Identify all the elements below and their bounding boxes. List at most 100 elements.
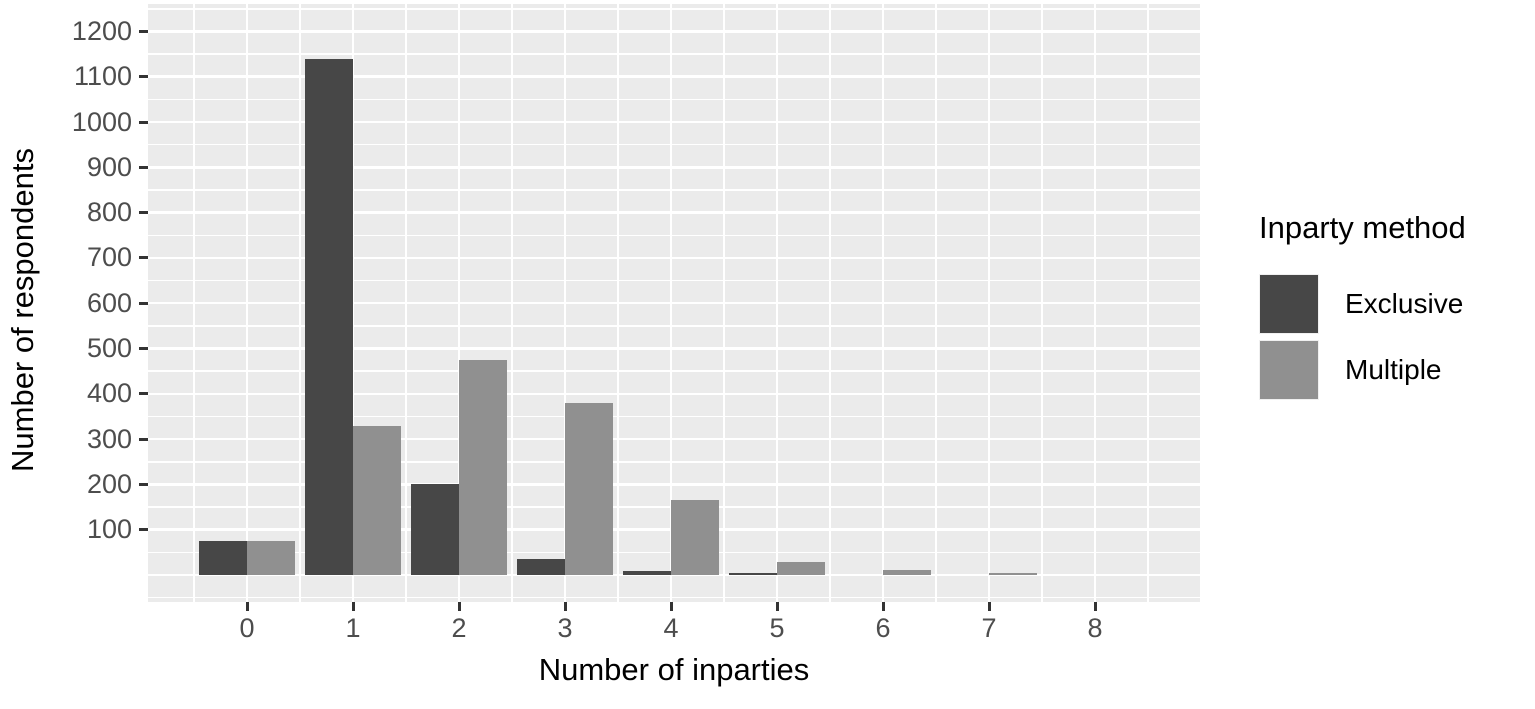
x-tick-mark <box>881 602 885 611</box>
gridline-h-minor <box>148 596 1200 599</box>
x-tick-mark <box>563 602 567 611</box>
legend-item-exclusive: Exclusive <box>1259 274 1535 336</box>
gridline-h-minor <box>148 415 1200 418</box>
y-tick-label: 200 <box>86 468 132 499</box>
legend-items: Exclusive Multiple <box>1259 274 1535 402</box>
x-tick-label: 4 <box>663 613 679 643</box>
x-tick-mark <box>987 602 991 611</box>
gridline-h-major <box>148 30 1200 33</box>
bar-exclusive-x5 <box>729 572 777 575</box>
gridline-h-major <box>148 166 1200 169</box>
x-tick-mark <box>351 602 355 611</box>
x-tick-mark <box>1093 602 1097 611</box>
y-tick-mark <box>139 437 148 441</box>
gridline-v-major <box>669 4 673 602</box>
legend-title: Inparty method <box>1259 210 1466 245</box>
gridline-h-major <box>148 120 1200 124</box>
x-tick-mark <box>669 602 673 611</box>
y-tick-mark <box>139 392 148 396</box>
plot-panel <box>148 4 1200 602</box>
gridline-h-minor <box>148 53 1200 55</box>
bar-multiple-x6 <box>883 570 931 575</box>
gridline-v-major <box>351 4 355 602</box>
legend-item-multiple: Multiple <box>1259 340 1535 402</box>
gridline-h-minor <box>148 461 1200 463</box>
y-tick-mark <box>139 120 148 124</box>
gridline-h-minor <box>148 234 1200 236</box>
gridline-v-minor <box>193 4 195 602</box>
y-tick-label: 700 <box>86 242 132 273</box>
y-tick-label: 600 <box>86 287 132 318</box>
y-tick-label: 1200 <box>71 15 132 46</box>
y-tick-label: 1000 <box>71 106 132 137</box>
legend: Inparty method Exclusive Multiple <box>1259 210 1535 406</box>
y-tick-mark <box>139 482 148 486</box>
bar-exclusive-x0 <box>199 541 247 575</box>
gridline-h-major <box>148 483 1200 486</box>
x-tick-label: 2 <box>451 613 467 643</box>
x-tick-label: 7 <box>981 613 997 643</box>
y-tick-mark <box>139 256 148 260</box>
gridline-v-minor <box>299 4 301 602</box>
x-tick-label: 3 <box>557 613 573 643</box>
gridline-v-minor <box>405 4 407 602</box>
gridline-v-minor <box>723 4 725 602</box>
y-tick-mark <box>139 165 148 169</box>
x-tick-label: 0 <box>239 613 255 643</box>
y-tick-label: 900 <box>86 151 132 182</box>
y-tick-mark <box>139 528 148 532</box>
x-axis-title: Number of inparties <box>538 652 810 687</box>
y-tick-mark <box>139 211 148 215</box>
bar-multiple-x3 <box>565 402 613 575</box>
x-tick-label: 6 <box>875 613 891 643</box>
y-tick-label: 300 <box>86 423 132 454</box>
legend-swatch-multiple <box>1259 340 1319 400</box>
gridline-v-major <box>457 4 461 602</box>
gridline-v-major <box>987 4 991 602</box>
gridline-h-minor <box>148 189 1200 191</box>
gridline-h-major <box>148 347 1200 350</box>
gridline-h-major <box>148 573 1200 577</box>
bar-exclusive-x2 <box>411 484 459 575</box>
gridline-h-minor <box>148 143 1200 146</box>
gridline-h-major <box>148 301 1200 305</box>
bar-multiple-x2 <box>459 359 507 575</box>
gridline-v-major <box>775 4 779 602</box>
bar-multiple-x0 <box>247 541 295 575</box>
x-tick-label: 1 <box>345 613 361 643</box>
bar-exclusive-x1 <box>305 58 353 575</box>
gridline-v-major <box>1093 4 1097 602</box>
gridline-h-major <box>148 437 1200 441</box>
y-tick-mark <box>139 347 148 350</box>
x-tick-label: 8 <box>1087 613 1103 643</box>
bar-exclusive-x4 <box>623 571 671 575</box>
legend-label-exclusive: Exclusive <box>1345 288 1464 319</box>
bar-multiple-x1 <box>353 425 401 575</box>
x-tick-mark <box>245 602 249 611</box>
y-tick-mark <box>139 75 148 79</box>
gridline-h-minor <box>148 8 1200 10</box>
y-tick-label: 800 <box>86 197 132 228</box>
y-tick-label: 100 <box>86 514 132 545</box>
gridline-h-minor <box>148 325 1200 327</box>
gridline-v-major <box>881 4 885 602</box>
y-tick-label: 500 <box>86 333 132 363</box>
gridline-h-minor <box>148 279 1200 282</box>
legend-label-multiple: Multiple <box>1345 354 1442 385</box>
x-tick-mark <box>775 602 779 611</box>
bar-multiple-x5 <box>777 562 825 575</box>
gridline-v-major <box>563 4 567 602</box>
gridline-v-minor <box>829 4 831 602</box>
gridline-h-major <box>148 256 1200 260</box>
gridline-h-major <box>148 75 1200 78</box>
bar-exclusive-x3 <box>517 559 565 575</box>
gridline-v-major <box>245 4 249 602</box>
gridline-v-minor <box>617 4 619 602</box>
bar-multiple-x4 <box>671 500 719 575</box>
x-tick-label: 5 <box>769 613 785 643</box>
bar-multiple-x7 <box>989 573 1037 575</box>
gridline-v-minor <box>1147 4 1149 602</box>
gridline-v-minor <box>1041 4 1043 602</box>
y-tick-label: 1100 <box>73 61 132 92</box>
